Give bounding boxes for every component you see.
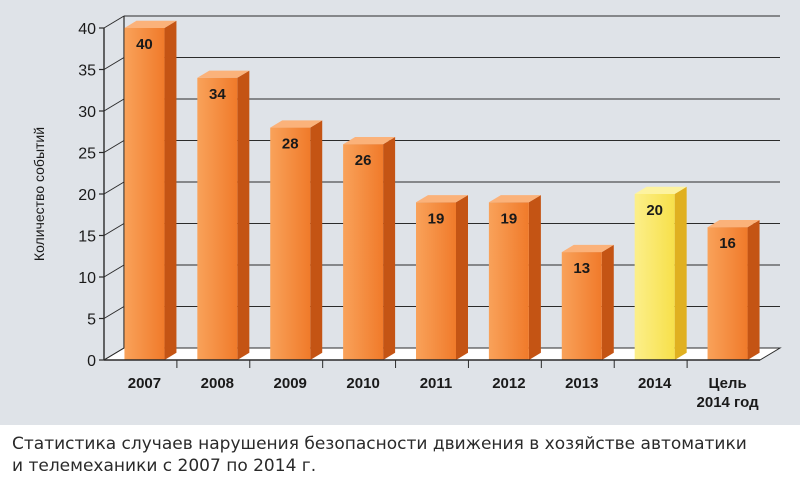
bar-side [383, 137, 396, 360]
x-tick-label: 2009 [274, 375, 307, 392]
x-tick-label-line: 2009 [274, 375, 307, 392]
bar: 28 [270, 120, 323, 361]
bar-top [416, 195, 468, 203]
x-tick-label: 2007 [128, 375, 161, 392]
bar-front [416, 202, 456, 360]
x-tick-label-line: 2014 год [697, 394, 760, 411]
bar: 16 [707, 220, 760, 360]
bar-top [634, 186, 687, 194]
data-label: 16 [719, 235, 736, 252]
data-label: 40 [136, 36, 153, 53]
gridline-diagonal [103, 264, 125, 278]
bar: 40 [124, 20, 177, 361]
x-tick-label-line: 2014 [638, 375, 672, 392]
data-label: 13 [573, 260, 590, 277]
y-tick-label: 20 [78, 187, 96, 204]
bar: 19 [416, 195, 468, 360]
y-tick-label: 0 [87, 353, 96, 370]
bar-top [270, 120, 323, 128]
bar-front [707, 227, 748, 360]
data-label: 20 [646, 202, 663, 219]
caption-line-2: и телемеханики с 2007 по 2014 г. [12, 456, 317, 476]
x-tick-label: 2014 [638, 375, 672, 392]
gridline-diagonal [103, 140, 125, 153]
x-tick-label-line: 2010 [346, 375, 379, 392]
bar-front [197, 77, 238, 361]
x-tick-label: Цель 2014 год [697, 375, 760, 411]
figure-caption: Статистика случаев нарушения безопасност… [12, 433, 792, 477]
bar-side [674, 186, 687, 360]
chart-panel: 0 5 10 15 20 25 30 35 40 Количество событий 40 2007… [0, 0, 800, 425]
y-axis-label: Количество событий [31, 127, 47, 261]
gridline-diagonal [103, 347, 125, 361]
y-tick-label: 30 [78, 104, 96, 121]
data-label: 19 [501, 210, 518, 227]
x-tick-label-line: 2008 [201, 375, 234, 392]
bar: 26 [343, 137, 396, 360]
x-tick-label-line: 2013 [565, 375, 598, 392]
y-tick-label: 15 [78, 229, 96, 246]
y-tick-label: 35 [78, 63, 96, 80]
bar-side [237, 70, 250, 360]
x-tick-label-line: 2007 [128, 375, 161, 392]
bar-side [164, 20, 177, 361]
gridline-diagonal [103, 223, 125, 236]
x-tick-label-line: Цель [708, 375, 746, 392]
data-label: 26 [355, 152, 372, 169]
y-tick-label: 40 [78, 21, 96, 38]
bar-side [747, 220, 760, 360]
x-tick-label: 2010 [346, 375, 379, 392]
bar-front [634, 194, 675, 360]
gridline-diagonal [103, 15, 125, 29]
caption-line-1: Статистика случаев нарушения безопасност… [12, 434, 747, 454]
gridline-diagonal [103, 181, 125, 195]
y-tick-label: 25 [78, 146, 96, 163]
bar-top [124, 20, 177, 28]
data-label: 34 [209, 86, 226, 103]
bar-side [528, 195, 541, 360]
bar-side [310, 120, 323, 361]
bar-front [343, 144, 384, 360]
x-tick-label: 2012 [492, 375, 525, 392]
x-tick-label-line: 2012 [492, 375, 525, 392]
x-tick-label-line: 2011 [420, 375, 453, 392]
bar-chart: 0 5 10 15 20 25 30 35 40 Количество событий 40 2007… [31, 15, 782, 411]
gridline-diagonal [103, 306, 125, 319]
data-label: 28 [282, 136, 299, 153]
bar-front [488, 202, 529, 360]
bar: 34 [197, 70, 250, 361]
bar-front [124, 28, 165, 360]
y-tick-label: 5 [87, 312, 96, 329]
bar-top [343, 137, 396, 145]
gridline-diagonal [103, 98, 125, 112]
x-tick-label: 2011 [420, 375, 453, 392]
bar: 19 [488, 195, 541, 360]
x-tick-label: 2008 [201, 375, 234, 392]
data-label: 19 [428, 210, 445, 227]
x-tick-label: 2013 [565, 375, 598, 392]
bar-top [707, 220, 760, 228]
bar: 13 [561, 244, 614, 360]
gridline-diagonal [103, 57, 125, 70]
bar-highlight: 20 [634, 186, 687, 360]
bar-top [197, 70, 250, 78]
bar-front [270, 127, 311, 360]
bar-side [601, 244, 614, 360]
bar-top [561, 244, 614, 253]
bar-side [456, 195, 468, 360]
y-tick-label: 10 [78, 270, 96, 287]
bar-front [561, 252, 602, 360]
bar-top [488, 195, 541, 203]
